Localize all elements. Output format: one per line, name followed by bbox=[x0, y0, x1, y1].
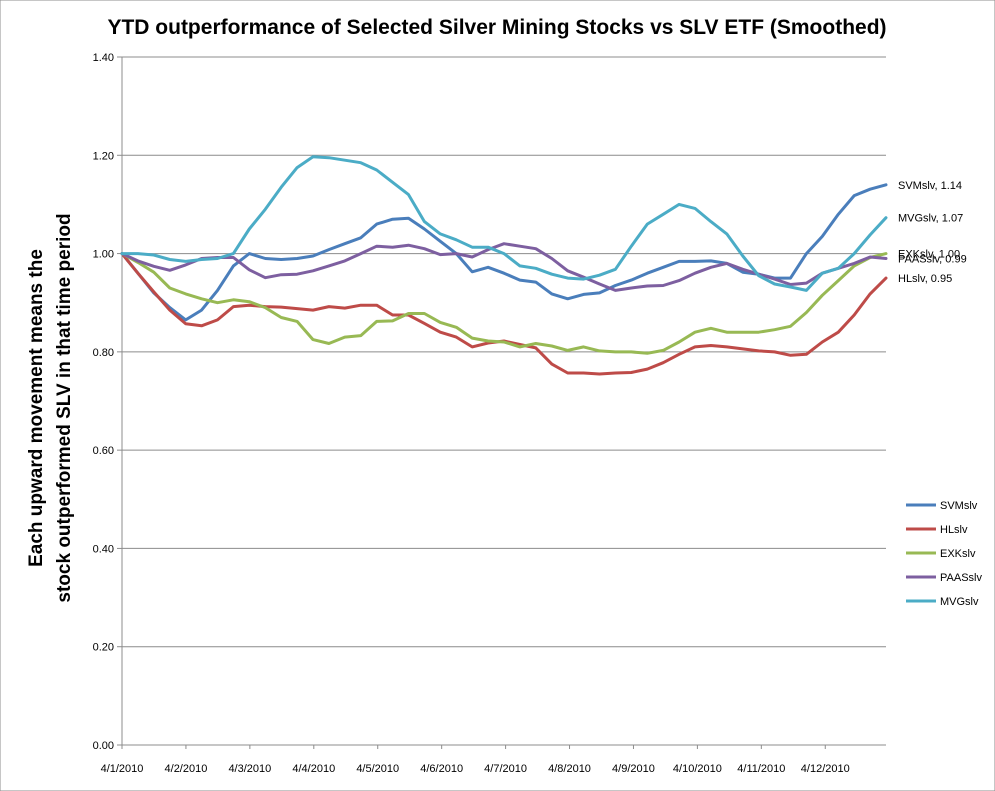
y-axis-label-line-1: Each upward movement means the bbox=[26, 249, 47, 567]
legend-label-svmslv: SVMslv bbox=[940, 500, 978, 512]
y-tick-label: 0.40 bbox=[93, 543, 114, 555]
y-tick-label: 0.20 bbox=[93, 642, 114, 654]
end-label-paasslv: PAASslv, 0.99 bbox=[898, 253, 967, 265]
y-tick-label: 0.00 bbox=[93, 740, 114, 752]
x-tick-label: 4/6/2010 bbox=[420, 763, 463, 775]
x-tick-label: 4/8/2010 bbox=[548, 763, 591, 775]
x-tick-label: 4/12/2010 bbox=[801, 763, 850, 775]
end-labels: SVMslv, 1.14 HLslv, 0.95 EXKslv, 1.00PAASs… bbox=[898, 180, 967, 285]
x-tick-label: 4/1/2010 bbox=[101, 763, 144, 775]
legend-label-mvgslv: MVGslv bbox=[940, 596, 979, 608]
y-tick-label: 0.80 bbox=[93, 347, 114, 359]
x-tick-label: 4/3/2010 bbox=[228, 763, 271, 775]
x-tick-label: 4/11/2010 bbox=[737, 763, 785, 775]
axes: 0.00 0.20 0.40 0.60 0.80 1.00 1.20 1.40 4/1/2010… bbox=[93, 52, 886, 775]
end-label-mvgslv: MVGslv, 1.07 bbox=[898, 213, 963, 225]
chart-title: YTD outperformance of Selected Silver Mi… bbox=[107, 16, 886, 39]
series-line-exkslv bbox=[120, 252, 888, 355]
x-tick-label: 4/5/2010 bbox=[356, 763, 399, 775]
x-tick-label: 4/9/2010 bbox=[612, 763, 655, 775]
series-lines bbox=[120, 155, 888, 376]
x-tick-label: 4/4/2010 bbox=[292, 763, 335, 775]
legend-label-paasslv: PAASslv bbox=[940, 572, 982, 584]
y-axis-label-line-2: stock outperformed SLV in that time peri… bbox=[54, 213, 75, 602]
end-label-svmslv: SVMslv, 1.14 bbox=[898, 180, 962, 192]
y-tick-label: 1.20 bbox=[93, 150, 114, 162]
y-tick-label: 1.00 bbox=[93, 249, 114, 261]
series-line-mvgslv bbox=[120, 155, 888, 292]
x-tick-label: 4/7/2010 bbox=[484, 763, 527, 775]
legend-label-hlslv: HLslv bbox=[940, 524, 968, 536]
legend: SVMslv HLslv EXKslv PAASslv MVGslv bbox=[906, 500, 982, 608]
x-tick-label: 4/2/2010 bbox=[165, 763, 208, 775]
x-tick-label: 4/10/2010 bbox=[673, 763, 722, 775]
end-label-hlslv: HLslv, 0.95 bbox=[898, 273, 952, 285]
y-tick-label: 0.60 bbox=[93, 445, 114, 457]
y-tick-label: 1.40 bbox=[93, 52, 114, 64]
end-label-exkslv: EXKslv, 1.00 bbox=[898, 249, 960, 261]
legend-label-exkslv: EXKslv bbox=[940, 548, 976, 560]
